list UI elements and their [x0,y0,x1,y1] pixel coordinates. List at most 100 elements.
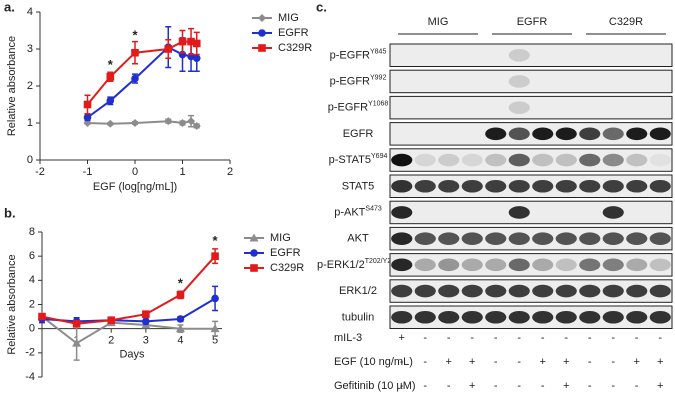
blot-band [532,310,554,324]
blot-band [508,310,530,324]
blot-band [508,284,530,298]
series-line [86,45,198,119]
blot-band [626,310,648,324]
blot-band [555,179,577,193]
blot-strip [389,148,673,172]
row-label: p-EGFRY992 [330,75,387,88]
blot-band [649,127,671,141]
data-point [164,117,173,126]
treatment-mark: - [588,356,592,368]
treatment-mark: + [563,380,569,392]
blot-band [555,153,577,167]
blot-band [391,153,413,167]
row-label-text: ERK1/2 [339,285,377,297]
legend-label: MIG [278,12,299,24]
data-point [142,317,150,326]
y-tick-label: -2 [25,347,35,359]
blot-band [602,284,624,298]
blot-strip [389,279,673,303]
x-tick-label: -1 [83,166,93,178]
x-tick-label: 4 [177,335,183,347]
row-label-text: AKT [347,233,369,245]
blot-band [391,284,413,298]
blot-band [414,258,436,272]
row-label-text: p-STAT5 [329,154,371,166]
blot-band [555,284,577,298]
blot-band [602,310,624,324]
row-label: tubulin [342,311,374,323]
blot-band [508,179,530,193]
x-tick-label: -2 [35,166,45,178]
blot-strip [389,253,673,277]
treatment-mark: - [423,380,427,392]
panel-label: c. [316,0,327,14]
legend-marker [250,249,258,257]
row-label-text: STAT5 [342,180,375,192]
row-label-sup: S473 [365,206,381,213]
blot-band [391,310,413,324]
blot-band [555,127,577,141]
legend-label: EGFR [270,247,301,259]
blot-band [649,258,671,272]
x-axis-label: Days [119,349,145,361]
legend-label: MIG [270,232,291,244]
data-point [178,119,187,127]
row-label-sup: Y694 [371,153,387,160]
treatment-label: Gefitinib (10 µM) [334,380,416,392]
treatment-mark: + [634,356,640,368]
blot-band [649,153,671,167]
blot-band [508,75,530,88]
treatment-mark: - [635,380,639,392]
blot-band [602,127,624,141]
annotation: * [178,275,184,290]
blot-band [649,179,671,193]
x-tick-label: 1 [179,166,185,178]
y-tick-label: 0 [29,323,35,335]
blot-band [461,179,483,193]
y-tick-label: 4 [29,274,35,286]
treatment-mark: - [400,356,404,368]
y-tick-label: 3 [27,43,33,55]
blot-band [438,179,460,193]
treatment-mark: + [563,356,569,368]
annotation: * [213,233,219,248]
blot-strip [389,122,673,146]
blot-band [602,206,624,219]
data-point [131,74,139,83]
blot-band [414,284,436,298]
legend-marker [250,264,258,272]
data-point [72,338,82,347]
row-label: AKT [347,233,369,245]
row-label-sup: T202/Y204 [365,258,399,265]
treatment-mark: - [611,356,615,368]
data-point [192,121,201,130]
treatment-mark: - [517,380,521,392]
treatment-mark: - [517,332,521,344]
blot-band [602,232,624,245]
treatment-mark: - [588,380,592,392]
x-tick-label: 0 [132,166,138,178]
blot-band [579,153,601,167]
data-point [83,100,92,109]
treatment-mark: - [588,332,592,344]
blot-band [626,284,648,298]
blot-band [649,284,671,298]
blot-band [532,232,554,245]
treatment-mark: - [494,380,498,392]
x-axis-label: EGF (log[ng/mL]) [93,181,177,193]
y-tick-label: -4 [25,371,35,383]
y-tick-label: 1 [27,117,33,129]
blot-band [602,153,624,167]
treatment-label: mIL-3 [334,332,362,344]
treatment-mark: - [541,380,545,392]
blot-band [508,206,530,219]
treatment-mark: - [564,332,568,344]
treatment-mark: - [447,332,451,344]
blot-band [555,232,577,245]
blot-strip [389,200,673,225]
row-label: p-AKTS473 [334,206,382,219]
blot-band [438,284,460,298]
y-tick-label: 4 [27,6,33,18]
data-point [211,252,219,260]
